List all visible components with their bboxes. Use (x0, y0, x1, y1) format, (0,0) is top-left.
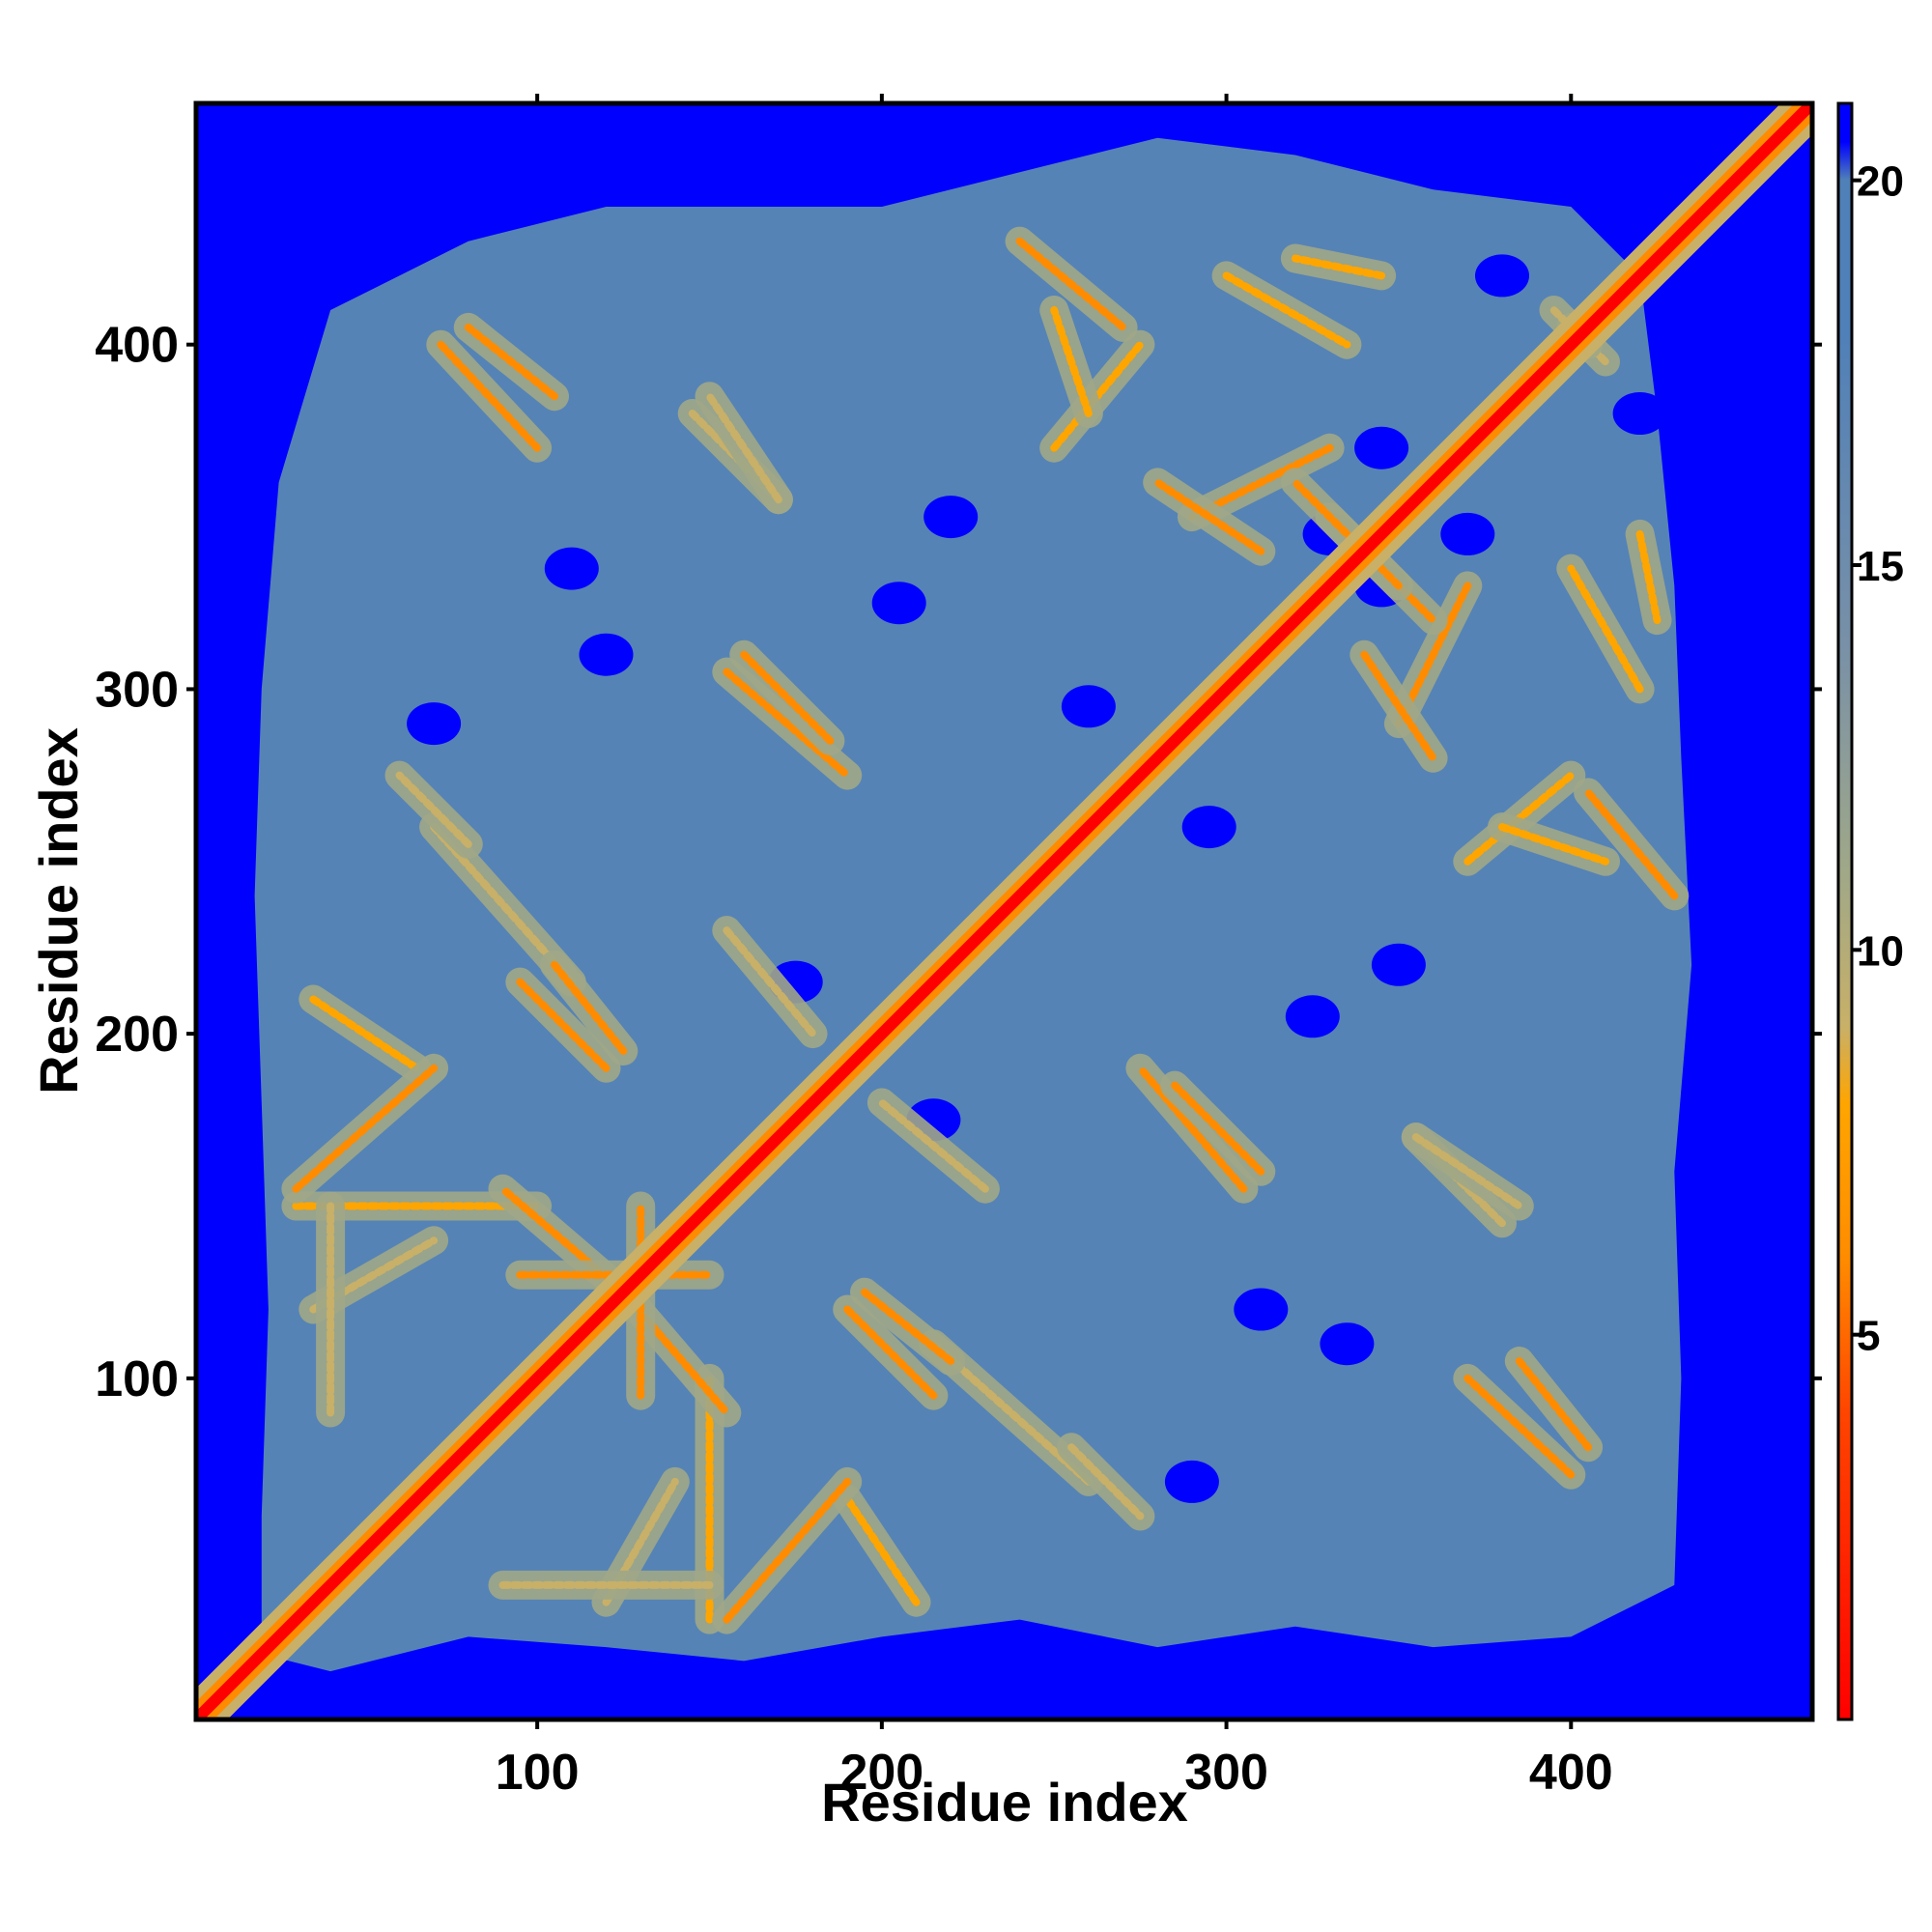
y-tick-label: 300 (95, 662, 179, 718)
contact-band (723, 926, 817, 1038)
contact-band (705, 392, 782, 504)
void-patch (1234, 1288, 1289, 1331)
contact-band (1291, 254, 1386, 280)
colorbar-tick-label: 5 (1857, 1313, 1880, 1360)
contact-band (740, 650, 835, 745)
colorbar-ticks: 5 10 15 20 (1852, 158, 1904, 1360)
contact-band (877, 1098, 989, 1193)
colorbar-tick-label: 10 (1857, 927, 1904, 975)
x-tick-label: 300 (1184, 1745, 1268, 1801)
plot-frame (193, 100, 1815, 1722)
void-patch (1371, 943, 1426, 986)
contact-band (1463, 1374, 1576, 1479)
contact-band (1515, 1357, 1593, 1452)
contact-band (1360, 650, 1437, 762)
void-patch (1181, 806, 1236, 849)
contact-band (1136, 1064, 1248, 1193)
y-axis: 100 200 300 400 (95, 318, 1822, 1407)
y-tick-label: 200 (95, 1007, 179, 1063)
contact-band (437, 340, 542, 452)
colorbar: 5 10 15 20 (1836, 101, 1904, 1721)
contact-band (723, 1477, 852, 1624)
y-axis-title: Residue index (28, 727, 89, 1094)
void-patch (1612, 392, 1667, 435)
contact-band (843, 1305, 938, 1400)
void-patch (1164, 1460, 1219, 1503)
contact-band (723, 668, 852, 780)
x-tick-label: 200 (839, 1745, 923, 1801)
void-patch (1285, 995, 1340, 1038)
void-patch (871, 582, 926, 625)
colorbar-tick-label: 15 (1857, 543, 1904, 590)
diagonal-core (196, 103, 1812, 1719)
diagonal-layer (196, 103, 1812, 1719)
contact-band (464, 323, 558, 401)
contact-band (1171, 1081, 1265, 1176)
contact-band (395, 771, 472, 848)
contact-band (1153, 478, 1265, 555)
heatmap-plot-area (193, 100, 1815, 1722)
contact-band (1050, 306, 1093, 417)
void-patch (1440, 512, 1495, 555)
contact-band (1584, 788, 1679, 900)
void-patch (1354, 426, 1409, 469)
contact-band (516, 978, 611, 1072)
void-patch (1320, 1322, 1375, 1366)
y-tick-label: 100 (95, 1351, 179, 1407)
void-patch (1061, 685, 1116, 728)
contact-band (1567, 564, 1644, 694)
contact-band (1291, 478, 1403, 590)
contact-band (1067, 1443, 1145, 1520)
contact-band (292, 1064, 439, 1193)
x-axis-title: Residue index (821, 1772, 1188, 1833)
x-tick-label: 400 (1529, 1745, 1613, 1801)
void-patch (544, 547, 599, 590)
void-patch (923, 496, 979, 539)
contact-band (309, 995, 421, 1072)
contact-band (1015, 237, 1127, 331)
y-tick-label: 400 (95, 318, 179, 374)
contact-band (1411, 1133, 1523, 1210)
x-axis: 100 200 300 400 (496, 94, 1613, 1801)
x-tick-label: 100 (496, 1745, 580, 1801)
void-patch (407, 702, 462, 746)
contact-band (1222, 271, 1351, 349)
colorbar-tick-label: 20 (1857, 158, 1904, 206)
contact-band (861, 1288, 955, 1365)
colorbar-gradient (1836, 101, 1854, 1721)
contact-band (1635, 529, 1662, 625)
contact-band (551, 960, 628, 1055)
contact-band (843, 1494, 921, 1606)
void-patch (579, 633, 634, 676)
void-patch (1475, 254, 1529, 298)
contact-band (1498, 823, 1609, 866)
